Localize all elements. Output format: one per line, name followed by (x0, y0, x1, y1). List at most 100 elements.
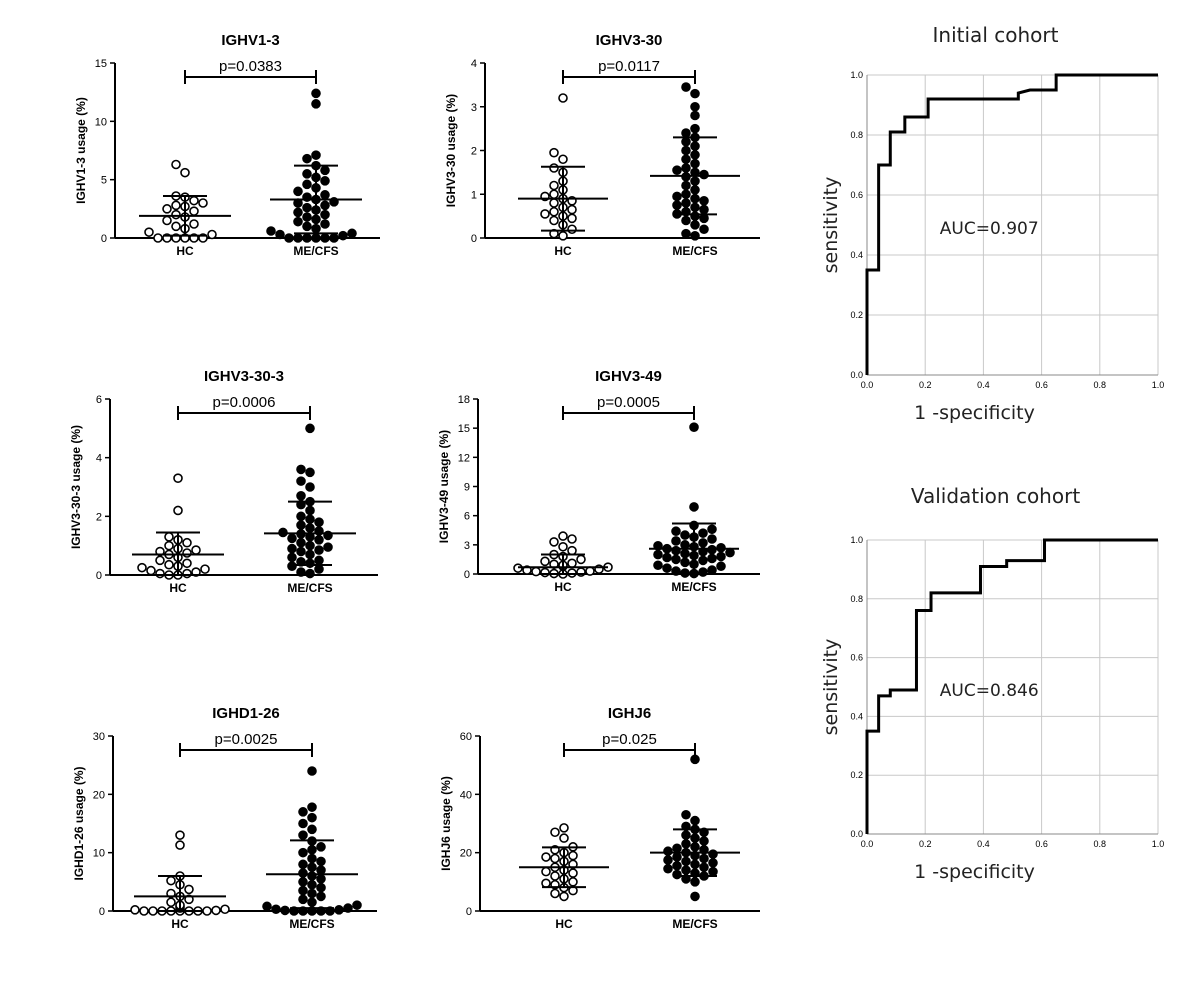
mecfs-point (725, 547, 735, 558)
mecfs-point (307, 812, 317, 823)
p-value-label: p=0.0005 (597, 394, 660, 411)
hc-point (211, 905, 221, 916)
y-tick-label: 6 (464, 511, 470, 523)
mecfs-point (690, 110, 700, 121)
mecfs-point (293, 216, 303, 227)
y-tick-label: 30 (93, 731, 105, 743)
mecfs-point (707, 534, 717, 544)
mecfs-point (296, 464, 306, 475)
hc-point (540, 567, 550, 578)
hc-point (166, 897, 176, 908)
hc-point (531, 566, 541, 577)
y-tick-label: 0.6 (850, 190, 863, 200)
mecfs-point (296, 511, 306, 522)
y-tick-label: 3 (464, 540, 470, 552)
hc-point (559, 833, 569, 843)
mecfs-point (302, 179, 312, 190)
y-axis-label: sensitivity (820, 639, 842, 736)
mecfs-point (298, 830, 308, 840)
mecfs-point (690, 123, 700, 134)
p-value-label: p=0.0025 (215, 731, 278, 748)
y-tick-label: 15 (95, 58, 107, 70)
y-tick-label: 4 (96, 453, 102, 465)
category-label-mecfs: ME/CFS (293, 244, 338, 258)
hc-point (559, 891, 569, 902)
mecfs-point (690, 754, 700, 765)
y-tick-label: 0 (466, 906, 472, 918)
hc-point (166, 875, 176, 886)
x-tick-label: 0.4 (977, 839, 990, 849)
mecfs-point (699, 213, 709, 224)
mecfs-point (681, 128, 691, 138)
hc-point (568, 850, 578, 861)
hc-point (540, 209, 550, 219)
hc-point (550, 888, 560, 899)
mecfs-point (708, 866, 718, 877)
hc-point (148, 906, 158, 916)
mecfs-point (708, 849, 718, 859)
mecfs-point (707, 553, 717, 564)
hc-point (558, 93, 568, 103)
mecfs-point (681, 163, 691, 173)
hc-point (568, 868, 578, 878)
mecfs-point (307, 802, 317, 812)
mecfs-point (334, 905, 344, 915)
hc-point (558, 531, 568, 541)
x-tick-label: 0.8 (1094, 380, 1107, 390)
mecfs-point (672, 852, 682, 862)
mecfs-point (314, 545, 324, 555)
hc-point (130, 905, 140, 915)
x-axis-label: 1 -specificity (914, 861, 1035, 883)
mecfs-point (681, 82, 691, 92)
dot-plot-ighv3-49: IGHV3-49 p=0.0005 0 3 6 9 12 15 18 IGHV3-49 usage… (437, 368, 760, 594)
hc-point (164, 532, 174, 542)
hc-point (139, 906, 149, 916)
hc-point (567, 224, 577, 235)
hc-point (162, 215, 172, 226)
hc-point (182, 548, 192, 558)
x-tick-label: 0.8 (1094, 839, 1107, 849)
mecfs-point (671, 526, 681, 537)
hc-point (220, 904, 230, 915)
mecfs-point (298, 847, 308, 858)
dot-plot-ighv3-30-3: IGHV3-30-3 p=0.0006 0 2 4 6 IGHV3-30-3 usage (… (69, 368, 378, 595)
mecfs-point (302, 233, 312, 243)
mecfs-point (311, 150, 321, 160)
mecfs-point (298, 818, 308, 829)
mecfs-point (681, 145, 691, 156)
hc-point (189, 195, 199, 206)
hc-point (155, 568, 165, 579)
y-axis-label: IGHJ6 usage (%) (439, 776, 453, 871)
hc-point (191, 545, 201, 555)
mecfs-point (690, 815, 700, 826)
mecfs-point (680, 557, 690, 568)
dot-plot-ighj6: IGHJ6 p=0.025 0 20 40 60 IGHJ6 usage (%) HC ME/C… (439, 705, 760, 931)
hc-point (550, 827, 560, 838)
mecfs-point (287, 552, 297, 563)
mecfs-point (287, 533, 297, 544)
roc-panels: Initial cohort0.00.00.20.20.40.40.60.60.… (820, 23, 1164, 883)
mecfs-point (680, 530, 690, 540)
hc-point (559, 823, 569, 833)
y-tick-label: 0 (471, 233, 477, 245)
y-tick-label: 60 (460, 731, 472, 743)
category-label-mecfs: ME/CFS (671, 580, 716, 594)
hc-point (567, 558, 577, 569)
y-axis-label: IGHV3-49 usage (%) (437, 430, 451, 543)
mecfs-point (690, 891, 700, 902)
category-label-mecfs: ME/CFS (287, 581, 332, 595)
hc-point (549, 198, 559, 208)
panel-title: IGHV1-3 (221, 32, 279, 49)
mecfs-point (681, 830, 691, 840)
mecfs-point (302, 169, 312, 179)
x-tick-label: 0.0 (861, 839, 874, 849)
mecfs-point (320, 165, 330, 176)
mecfs-point (681, 198, 691, 208)
category-label-hc: HC (176, 244, 194, 258)
mecfs-point (681, 839, 691, 849)
panel-title: IGHV3-30 (596, 32, 663, 49)
mecfs-point (314, 534, 324, 545)
mecfs-point (298, 868, 308, 878)
